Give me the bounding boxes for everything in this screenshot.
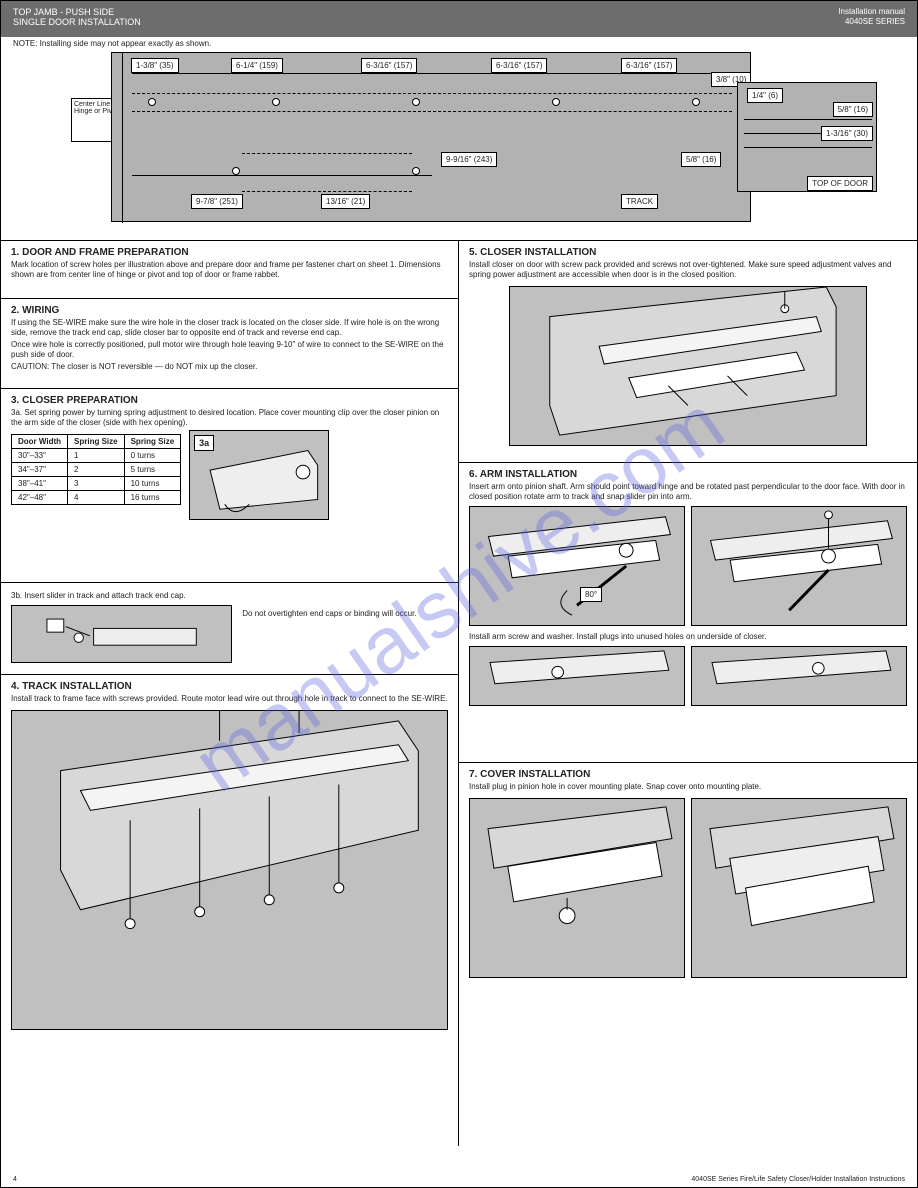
header-title: TOP JAMB - PUSH SIDE SINGLE DOOR INSTALL…	[13, 7, 141, 27]
step6a-text: Insert arm onto pinion shaft. Arm should…	[469, 482, 907, 502]
dim-j: TRACK	[621, 194, 658, 209]
tc: 5 turns	[124, 463, 181, 477]
footer-right: 4040SE Series Fire/Life Safety Closer/Ho…	[691, 1176, 905, 1183]
tc: 3	[68, 477, 125, 491]
step-4: 4. TRACK INSTALLATION Install track to f…	[1, 675, 458, 1146]
track-install-icon	[12, 711, 447, 1029]
illus-7-left	[469, 798, 685, 978]
cover-plug-icon	[470, 799, 684, 977]
step2-text2: Once wire hole is correctly positioned, …	[11, 340, 448, 360]
dim-g: 9-7/8" (251)	[191, 194, 243, 209]
right-column: 5. CLOSER INSTALLATION Install closer on…	[459, 241, 917, 1146]
step7-title: 7. COVER INSTALLATION	[469, 769, 907, 780]
step-1: 1. DOOR AND FRAME PREPARATION Mark locat…	[1, 241, 458, 299]
dim-a: 1-3/8" (35)	[131, 58, 179, 73]
step-6: 6. ARM INSTALLATION Insert arm onto pini…	[459, 463, 917, 763]
step2-text1: If using the SE-WIRE make sure the wire …	[11, 318, 448, 338]
dim-e: 6-3/16" (157)	[621, 58, 677, 73]
cover-snap-icon	[692, 799, 906, 977]
closer-install-icon	[510, 287, 866, 445]
step2-caution: CAUTION: The closer is NOT reversible — …	[11, 362, 448, 372]
tc: 4	[68, 491, 125, 505]
dim-k: 5/8" (16)	[681, 152, 721, 167]
dim-c: 6-3/16" (157)	[361, 58, 417, 73]
top-template-diagram: Center Line of Hinge or Pivot 1-	[41, 52, 877, 232]
illus-6-right	[691, 506, 907, 626]
header-bar: TOP JAMB - PUSH SIDE SINGLE DOOR INSTALL…	[1, 1, 917, 37]
step1-text: Mark location of screw holes per illustr…	[11, 260, 448, 280]
arm-screw-icon	[692, 507, 906, 625]
label-3a: 3a	[194, 435, 214, 451]
step4-text: Install track to frame face with screws …	[11, 694, 448, 704]
page: TOP JAMB - PUSH SIDE SINGLE DOOR INSTALL…	[0, 0, 918, 1188]
plug-underside-icon	[470, 647, 684, 705]
dim-i: 9-9/16" (243)	[441, 152, 497, 167]
tc: 38"–41"	[12, 477, 68, 491]
detail-a: 1/4" (6)	[747, 88, 783, 103]
step3-intro: 3a. Set spring power by turning spring a…	[11, 408, 448, 428]
illus-5	[509, 286, 867, 446]
dim-d: 6-3/16" (157)	[491, 58, 547, 73]
header-right: Installation manual 4040SE SERIES	[838, 7, 905, 26]
plug-underside-icon-2	[692, 647, 906, 705]
main-columns: 1. DOOR AND FRAME PREPARATION Mark locat…	[1, 240, 917, 1146]
detail-c: 1-3/16" (30)	[821, 126, 873, 141]
arm-rotate-icon	[470, 507, 684, 625]
left-column: 1. DOOR AND FRAME PREPARATION Mark locat…	[1, 241, 459, 1146]
tc: 30"–33"	[12, 449, 68, 463]
header-series: 4040SE SERIES	[838, 17, 905, 27]
spring-th2: Spring Size	[124, 435, 181, 449]
spring-table: Door Width Spring Size Spring Size 30"–3…	[11, 434, 181, 505]
angle-label: 80°	[580, 587, 602, 602]
step-3b: 3b. Insert slider in track and attach tr…	[1, 583, 458, 675]
tc: 1	[68, 449, 125, 463]
tc: 16 turns	[124, 491, 181, 505]
tc: 10 turns	[124, 477, 181, 491]
step3b-text: 3b. Insert slider in track and attach tr…	[11, 591, 448, 601]
spring-th1: Spring Size	[68, 435, 125, 449]
header-manual-label: Installation manual	[838, 7, 905, 17]
illus-4	[11, 710, 448, 1030]
illus-6b-right	[691, 646, 907, 706]
slider-endcap-icon	[12, 606, 231, 662]
step6-title: 6. ARM INSTALLATION	[469, 469, 907, 480]
step6b-text: Install arm screw and washer. Install pl…	[469, 632, 907, 642]
detail-b: 5/8" (16)	[833, 102, 873, 117]
step5-text: Install closer on door with screw pack p…	[469, 260, 907, 280]
dim-b: 6-1/4" (159)	[231, 58, 283, 73]
illus-3b-left	[11, 605, 232, 663]
tc: 2	[68, 463, 125, 477]
spring-th0: Door Width	[12, 435, 68, 449]
dim-h: 13/16" (21)	[321, 194, 370, 209]
step5-title: 5. CLOSER INSTALLATION	[469, 247, 907, 258]
tc: 34"–37"	[12, 463, 68, 477]
step4-title: 4. TRACK INSTALLATION	[11, 681, 448, 692]
illus-3a: 3a	[189, 430, 329, 520]
step3b-note: Do not overtighten end caps or binding w…	[238, 605, 448, 665]
header-title-line2: SINGLE DOOR INSTALLATION	[13, 17, 141, 27]
step-7: 7. COVER INSTALLATION Install plug in pi…	[459, 763, 917, 1146]
step-5: 5. CLOSER INSTALLATION Install closer on…	[459, 241, 917, 463]
illus-6-left: 80°	[469, 506, 685, 626]
illus-7-right	[691, 798, 907, 978]
tc: 0 turns	[124, 449, 181, 463]
footer-left: 4	[13, 1176, 17, 1183]
detail-d: TOP OF DOOR	[807, 176, 873, 191]
note-top: NOTE: Installing side may not appear exa…	[13, 39, 905, 48]
step7-text: Install plug in pinion hole in cover mou…	[469, 782, 907, 792]
illus-6b-left	[469, 646, 685, 706]
header-title-line1: TOP JAMB - PUSH SIDE	[13, 7, 141, 17]
footer: 4 4040SE Series Fire/Life Safety Closer/…	[1, 1176, 917, 1183]
step2-title: 2. WIRING	[11, 305, 448, 316]
step3-title: 3. CLOSER PREPARATION	[11, 395, 448, 406]
step1-title: 1. DOOR AND FRAME PREPARATION	[11, 247, 448, 258]
step-2: 2. WIRING If using the SE-WIRE make sure…	[1, 299, 458, 389]
tc: 42"–48"	[12, 491, 68, 505]
step-3: 3. CLOSER PREPARATION 3a. Set spring pow…	[1, 389, 458, 583]
